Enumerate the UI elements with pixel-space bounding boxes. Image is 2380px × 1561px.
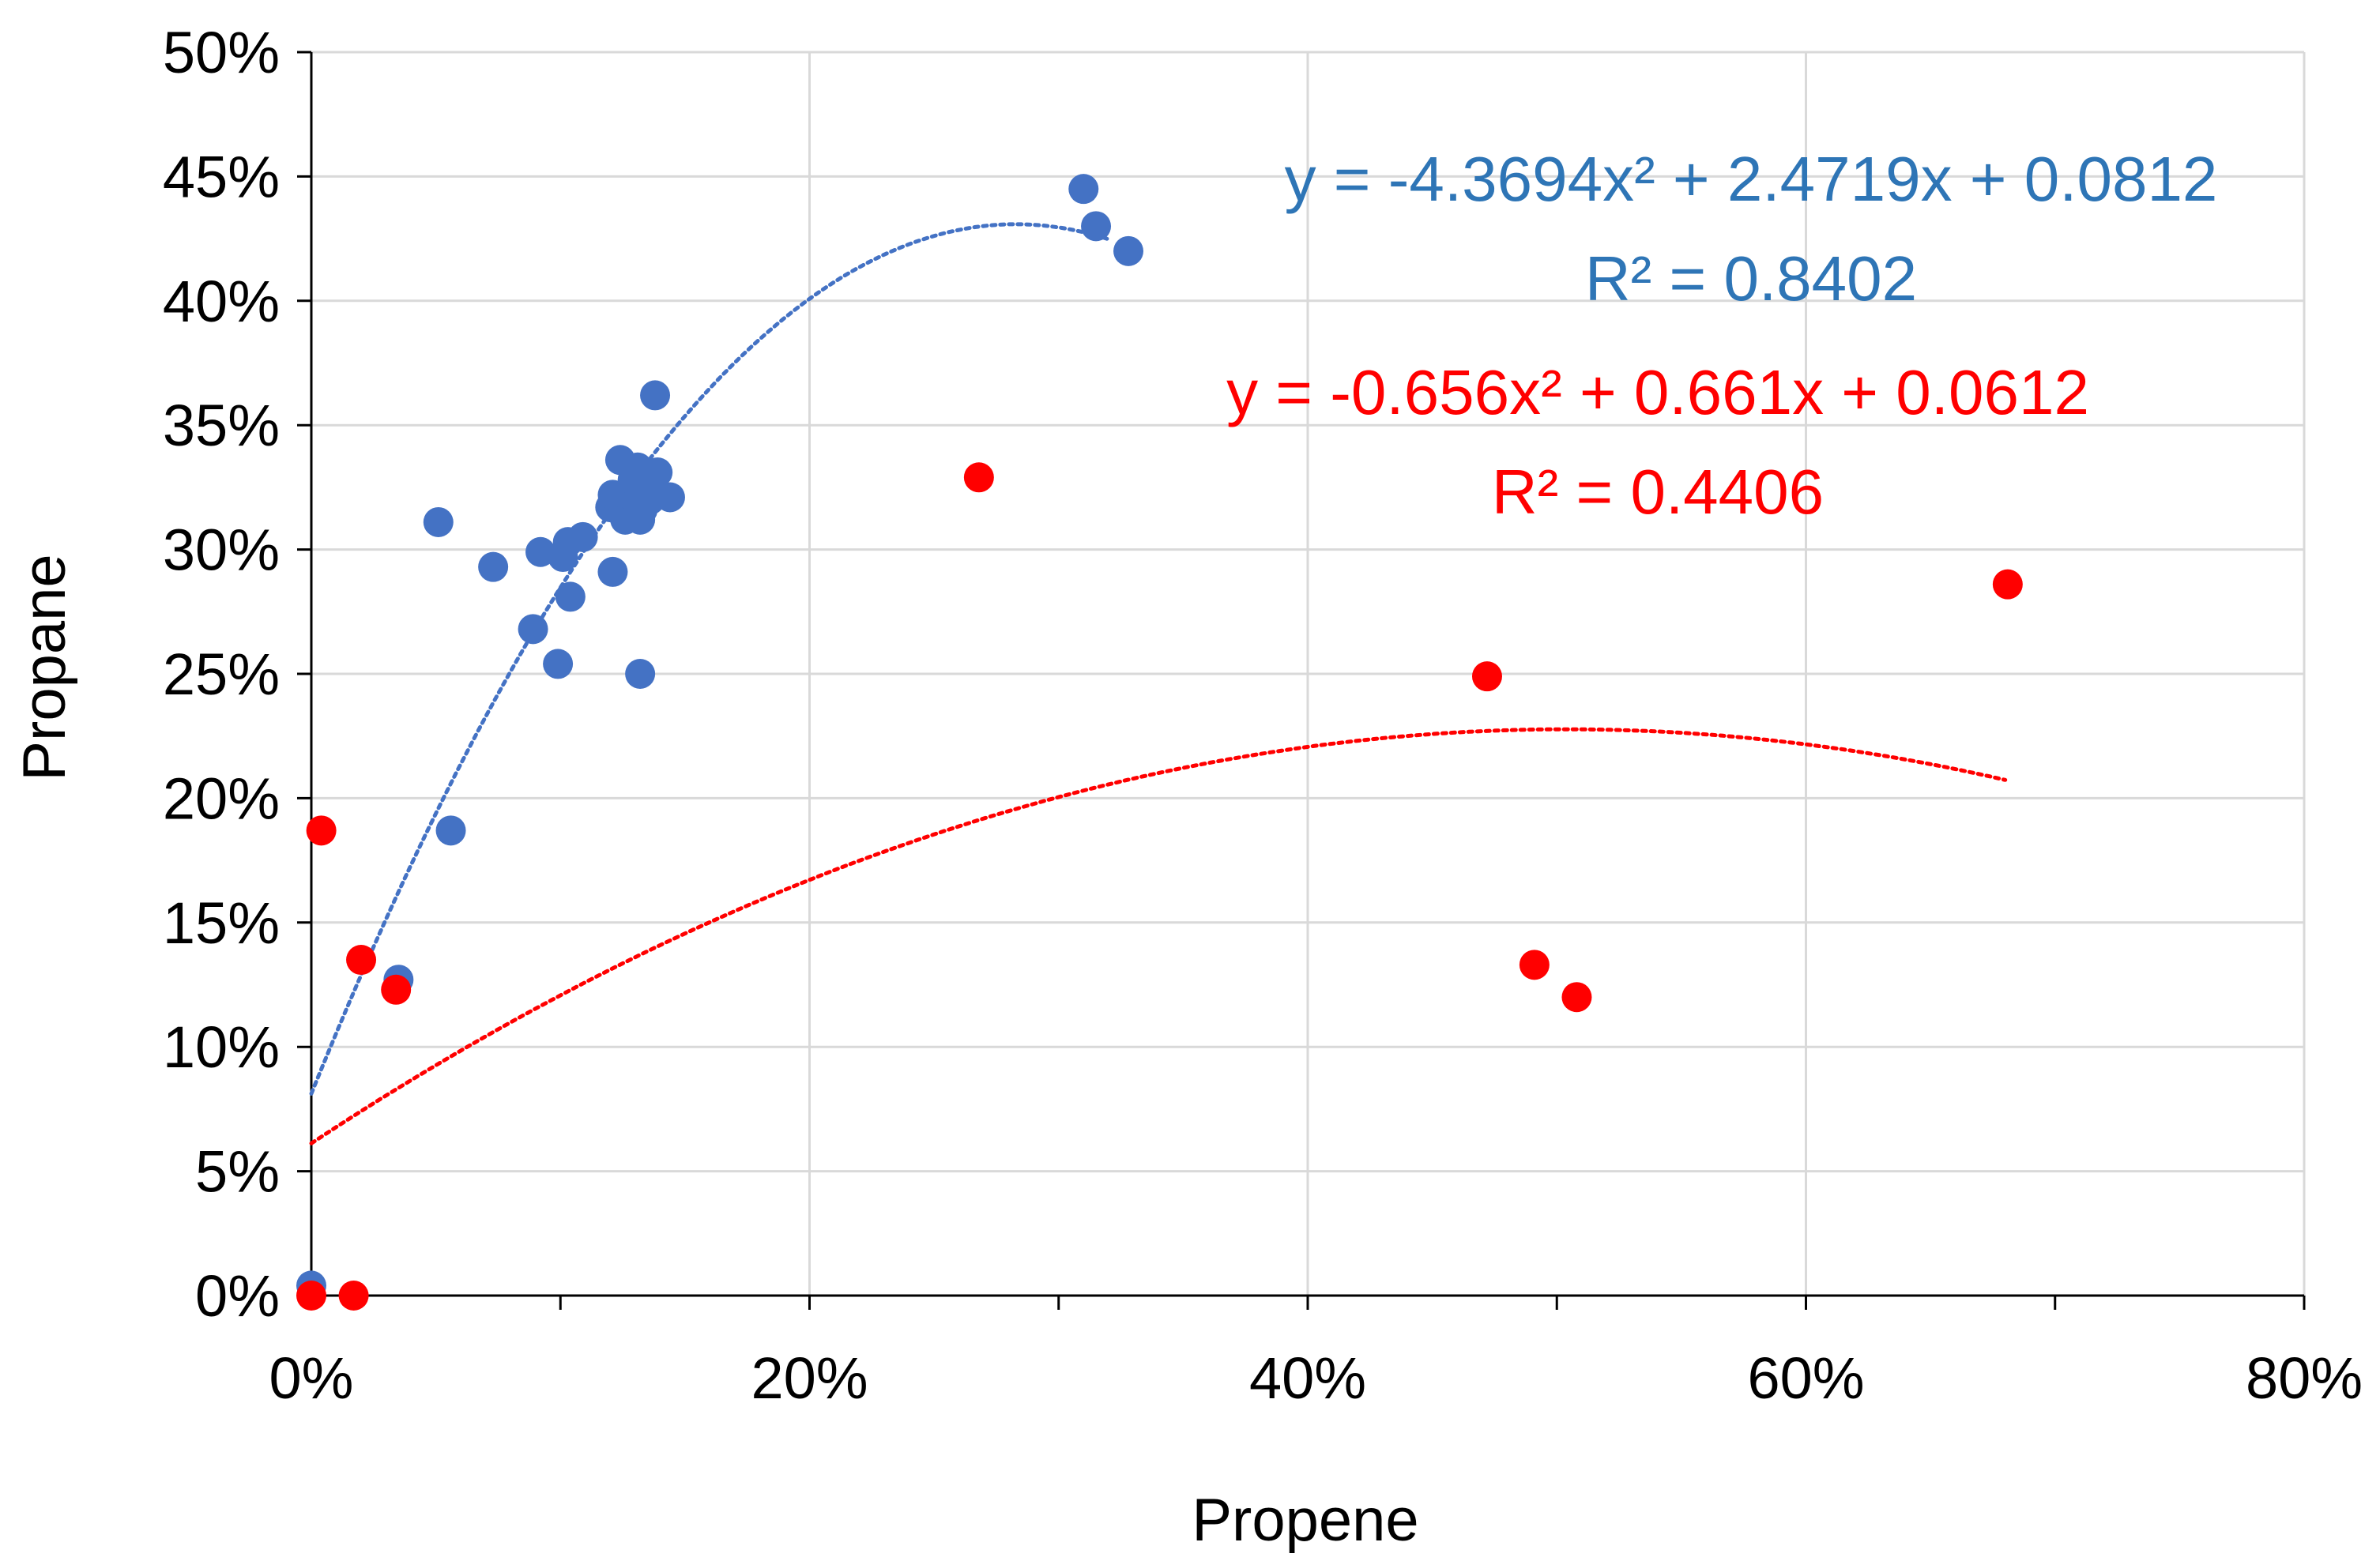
- x-tick-label: 40%: [1249, 1345, 1366, 1411]
- y-tick-label: 20%: [163, 765, 280, 831]
- y-tick-label: 35%: [163, 393, 280, 458]
- red-data-point: [296, 1281, 326, 1311]
- red-data-point: [338, 1281, 369, 1311]
- x-tick-label: 20%: [751, 1345, 868, 1411]
- y-tick-label: 50%: [163, 20, 280, 85]
- gridlines: [311, 51, 2306, 1296]
- blue-trendline: [309, 222, 1111, 1096]
- blue-data-point: [654, 482, 685, 513]
- red-data-point: [306, 815, 337, 846]
- x-tick-label: 80%: [2246, 1345, 2363, 1411]
- blue-data-point: [642, 457, 673, 488]
- red-trend-equation: y = -0.656x² + 0.661x + 0.0612: [1226, 357, 2089, 427]
- red-data-point: [1471, 661, 1502, 692]
- red-data-point: [346, 945, 377, 976]
- blue-data-point: [435, 815, 466, 846]
- blue-data-point: [525, 536, 556, 567]
- x-axis-title: Propene: [1192, 1487, 1418, 1554]
- axes: [297, 51, 2306, 1310]
- blue-data-point: [597, 556, 628, 587]
- blue-data-point: [625, 659, 656, 689]
- y-tick-label: 15%: [163, 890, 280, 956]
- red-data-point: [1992, 569, 2023, 600]
- x-tick-label: 0%: [269, 1345, 354, 1411]
- data-points: [296, 174, 2023, 1311]
- blue-data-point: [567, 521, 598, 552]
- y-tick-label: 0%: [195, 1263, 280, 1329]
- x-tick-label: 60%: [1747, 1345, 1864, 1411]
- blue-data-point: [640, 380, 671, 411]
- red-trendline: [309, 727, 2008, 1145]
- tick-labels: 0% 5% 10% 15% 20% 25% 30% 35% 40% 45% 50% 0% 20% 40% 6…: [163, 20, 2363, 1411]
- y-tick-label: 30%: [163, 517, 280, 583]
- blue-data-point: [423, 506, 454, 537]
- y-tick-label: 10%: [163, 1014, 280, 1080]
- y-tick-label: 25%: [163, 641, 280, 707]
- blue-data-point: [478, 551, 509, 582]
- trendlines: [309, 222, 2008, 1145]
- blue-data-point: [1113, 235, 1144, 266]
- red-data-point: [963, 462, 994, 493]
- blue-data-point: [1081, 211, 1112, 242]
- blue-trend-r2: R² = 0.8402: [1585, 243, 1917, 314]
- red-data-point: [1519, 950, 1550, 980]
- y-tick-label: 5%: [195, 1139, 280, 1205]
- blue-trend-equation: y = -4.3694x² + 2.4719x + 0.0812: [1285, 144, 2218, 214]
- y-axis-title: Propane: [11, 554, 78, 780]
- blue-data-point: [555, 581, 586, 612]
- y-tick-label: 45%: [163, 144, 280, 209]
- y-tick-label: 40%: [163, 269, 280, 334]
- red-trend-r2: R² = 0.4406: [1492, 457, 1824, 527]
- red-data-point: [381, 974, 412, 1005]
- blue-data-point: [543, 649, 574, 679]
- blue-data-point: [518, 614, 548, 645]
- red-data-point: [1561, 982, 1592, 1013]
- blue-data-point: [1068, 174, 1099, 205]
